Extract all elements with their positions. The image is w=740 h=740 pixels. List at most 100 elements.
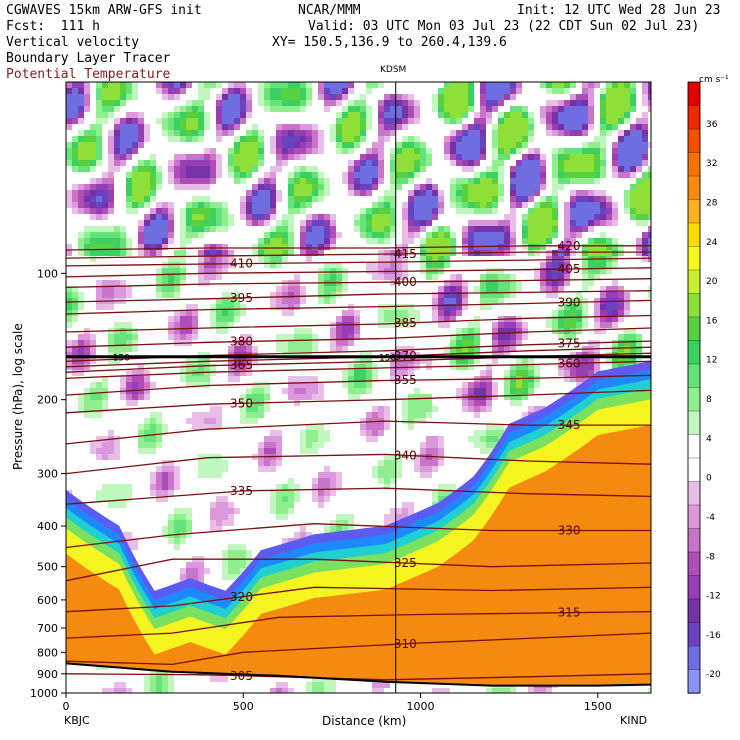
colorbar-swatch-6: [687, 222, 701, 248]
y-axis-label: Pressure (hPa), log scale: [11, 323, 25, 470]
theta-label-355: 355: [394, 373, 417, 387]
colorbar-unit: cm s⁻¹: [699, 75, 729, 85]
colorbar-label--20: -20: [706, 670, 721, 680]
theta-label-305: 305: [230, 669, 253, 683]
theta-line-355: [66, 374, 651, 396]
colorbar-swatch-18: [687, 504, 701, 530]
theta-line-345: [66, 420, 651, 445]
field-vertical-velocity: Vertical velocity: [6, 35, 140, 50]
colorbar-swatch-11: [687, 340, 701, 365]
field-potential-temperature: Potential Temperature: [6, 67, 171, 82]
theta-label-405: 405: [558, 262, 581, 276]
x-tick-label-1000: 1000: [407, 700, 435, 713]
colorbar-swatch-1: [687, 105, 701, 130]
theta-line-415: [66, 251, 651, 259]
colorbar-label-4: 4: [706, 434, 712, 444]
y-axis: 100 200 300 400 500 600 700 800 900 1000: [30, 267, 66, 700]
y-tick-label-200: 200: [37, 394, 58, 407]
theta-label-375: 375: [558, 337, 581, 351]
theta-label-365: 365: [230, 358, 253, 372]
y-tick-label-100: 100: [37, 267, 58, 280]
colorbar-label-36: 36: [706, 120, 718, 130]
theta-label-325: 325: [394, 556, 417, 570]
boundary-layer-tracer: [66, 360, 651, 686]
x-tick-label-1500: 1500: [584, 700, 612, 713]
theta-label-360: 360: [558, 356, 581, 370]
init-time: Init: 12 UTC Wed 28 Jun 23: [517, 3, 721, 18]
theta-line-410: [66, 257, 651, 267]
station-right: KIND: [620, 714, 647, 727]
colorbar-swatch-13: [687, 387, 701, 412]
theta-contours: 305 310 315 320 325 330 335 340 345 350 355 360 365 3…: [66, 239, 651, 683]
model-title: CGWAVES 15km ARW-GFS init: [6, 3, 202, 18]
theta-line-325: [66, 558, 651, 582]
theta-label-335: 335: [230, 484, 253, 498]
y-tick-label-500: 500: [37, 561, 58, 574]
theta-label-385: 385: [394, 316, 417, 330]
colorbar-swatch-19: [687, 528, 701, 553]
colorbar-label-0: 0: [706, 474, 712, 484]
colorbar-swatch-25: [687, 669, 701, 694]
colorbar-swatch-0: [687, 81, 701, 107]
theta-label-320: 320: [230, 590, 253, 604]
theta-label-345: 345: [558, 418, 581, 432]
colorbar-swatch-10: [687, 316, 701, 342]
theta-label-400: 400: [394, 275, 417, 289]
y-tick-label-300: 300: [37, 468, 58, 481]
colorbar-swatch-14: [687, 410, 701, 436]
colorbar-label-28: 28: [706, 198, 718, 208]
theta-line-395: [66, 290, 651, 303]
colorbar-label--16: -16: [706, 631, 721, 641]
colorbar-swatch-3: [687, 152, 701, 177]
colorbar-swatch-5: [687, 199, 701, 224]
theta-label-310: 310: [394, 637, 417, 651]
station-mid: KDSM: [380, 65, 406, 75]
colorbar-swatch-24: [687, 645, 701, 671]
marker-line-label-0: 150: [113, 354, 130, 364]
x-tick-label-500: 500: [233, 700, 254, 713]
colorbar-swatch-4: [687, 175, 701, 201]
theta-line-335: [66, 487, 651, 505]
field-boundary-layer-tracer: Boundary Layer Tracer: [6, 51, 171, 66]
theta-line-405: [66, 267, 651, 278]
theta-line-360: [66, 360, 651, 380]
y-tick-label-700: 700: [37, 622, 58, 635]
theta-label-350: 350: [230, 396, 253, 410]
org-label: NCAR/MMM: [298, 3, 361, 18]
xy-endpoints: XY= 150.5,136.9 to 260.4,139.6: [272, 35, 507, 50]
plot-frame: [65, 81, 652, 694]
theta-line-400: [66, 278, 651, 289]
theta-label-410: 410: [230, 257, 253, 271]
theta-line-350: [66, 389, 651, 414]
colorbar-label-32: 32: [706, 159, 717, 169]
theta-line-305: [66, 673, 651, 681]
colorbar-label-8: 8: [706, 395, 712, 405]
theta-label-415: 415: [394, 247, 417, 261]
theta-line-315: [66, 611, 651, 639]
theta-label-340: 340: [394, 448, 417, 462]
theta-line-340: [66, 453, 651, 475]
markers: 150 150: [66, 82, 651, 693]
y-tick-label-400: 400: [37, 520, 58, 533]
bl-band-5: [66, 424, 651, 686]
colorbar-label-12: 12: [706, 356, 717, 366]
colorbar-label-20: 20: [706, 277, 718, 287]
colorbar-swatch-7: [687, 246, 701, 271]
theta-line-380: [66, 327, 651, 348]
colorbar-swatch-9: [687, 293, 701, 318]
colorbar-label--4: -4: [706, 513, 715, 523]
colorbar-swatch-23: [687, 622, 701, 647]
theta-label-330: 330: [558, 523, 581, 537]
colorbar-swatch-12: [687, 363, 701, 389]
theta-line-385: [66, 314, 651, 333]
terrain-path: [66, 662, 651, 687]
theta-label-395: 395: [230, 291, 253, 305]
theta-line-420: [66, 245, 651, 251]
y-tick-label-1000: 1000: [30, 687, 58, 700]
colorbar-label-16: 16: [706, 316, 718, 326]
station-left: KBJC: [64, 714, 90, 727]
colorbar-swatch-15: [687, 434, 701, 459]
theta-line-390: [66, 299, 651, 315]
colorbar-label--8: -8: [706, 552, 715, 562]
